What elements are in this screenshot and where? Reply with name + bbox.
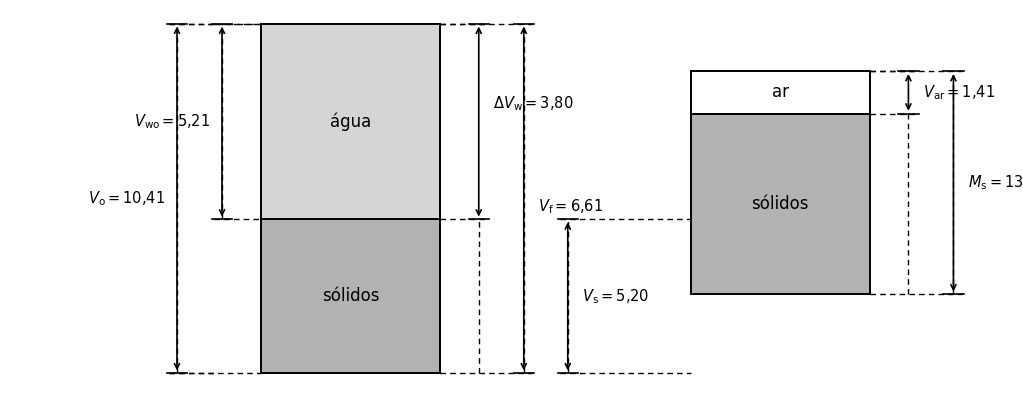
- Text: $V_{\rm f} = 6{,}61$: $V_{\rm f} = 6{,}61$: [538, 197, 604, 216]
- Bar: [261, 220, 440, 373]
- Text: $M_{\rm s} = 13{,}77$: $M_{\rm s} = 13{,}77$: [968, 173, 1023, 192]
- Bar: [691, 71, 870, 113]
- Text: $V_{\rm s} = 5{,}20$: $V_{\rm s} = 5{,}20$: [582, 287, 650, 306]
- Text: $V_{\rm o} = 10{,}41$: $V_{\rm o} = 10{,}41$: [88, 189, 165, 208]
- Text: água: água: [329, 112, 371, 131]
- Text: $V_{\rm ar} = 1{,}41$: $V_{\rm ar} = 1{,}41$: [923, 83, 994, 102]
- Text: ar: ar: [771, 83, 789, 101]
- Text: $\Delta V_{\rm w} = 3{,}80$: $\Delta V_{\rm w} = 3{,}80$: [493, 94, 574, 113]
- Text: $V_{\rm wo} = 5{,}21$: $V_{\rm wo} = 5{,}21$: [134, 112, 210, 131]
- Bar: [261, 24, 440, 220]
- Bar: [691, 113, 870, 294]
- Text: sólidos: sólidos: [751, 195, 809, 213]
- Text: sólidos: sólidos: [321, 288, 380, 305]
